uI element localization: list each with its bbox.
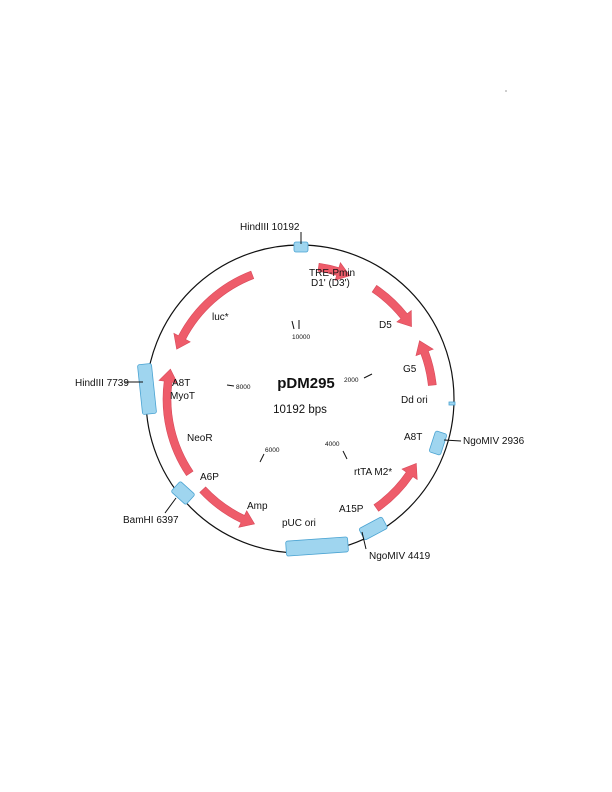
- feature-label-myot: MyoT: [170, 391, 195, 402]
- leader-ngomiv-4419: [361, 531, 367, 550]
- feature-label-dd-ori: Dd ori: [401, 395, 428, 406]
- plasmid-size: 10192 bps: [273, 404, 327, 416]
- tick-label-2000: 2000: [344, 377, 359, 384]
- site-label-ngomiv-2936: NgoMIV 2936: [463, 436, 525, 447]
- arrow-neor: [158, 368, 194, 477]
- feature-label-a8t-right: A8T: [404, 432, 422, 443]
- site-blocks: [137, 241, 456, 557]
- feature-label-d1: D1' (D3'): [311, 278, 350, 289]
- arrow-g5: [415, 340, 437, 386]
- arrow-d5: [371, 285, 412, 327]
- feature-label-luc: luc*: [212, 312, 229, 323]
- site-block-ddori: [448, 401, 456, 406]
- feature-label-tre-pmin: TRE-Pmin: [309, 268, 355, 279]
- site-labels: HindIII 10192 NgoMIV 2936 NgoMIV 4419 Ba…: [75, 222, 525, 562]
- leader-bamhi-6397: [164, 497, 177, 514]
- tick-label-6000: 6000: [265, 447, 280, 454]
- tick-label-10000: 10000: [292, 334, 310, 341]
- plasmid-name: pDM295: [277, 375, 335, 392]
- arrow-tre-pmin: [317, 261, 351, 281]
- site-label-ngomiv-4419: NgoMIV 4419: [369, 551, 431, 562]
- site-label-hindiii-7739: HindIII 7739: [75, 378, 129, 389]
- feature-label-amp: Amp: [247, 501, 268, 512]
- leader-ngomiv-2936: [443, 439, 462, 442]
- feature-label-neor: NeoR: [187, 433, 213, 444]
- feature-label-puc-ori: pUC ori: [282, 518, 316, 529]
- scan-speck: [505, 90, 507, 92]
- feature-label-rtta: rtTA M2*: [354, 467, 392, 478]
- feature-label-a15p: A15P: [339, 504, 364, 515]
- inner-tick-labels: 10000 2000 4000 6000 8000: [236, 334, 359, 454]
- feature-labels: TRE-Pmin D1' (D3') D5 G5 Dd ori A8T rtTA…: [170, 268, 428, 529]
- tick-label-8000: 8000: [236, 384, 251, 391]
- tick-mark-6000: [259, 453, 265, 463]
- tick-mark-8000: [226, 384, 235, 387]
- site-block-puc: [285, 536, 349, 557]
- tick-mark-2000: [363, 373, 373, 379]
- feature-label-g5: G5: [403, 364, 417, 375]
- inner-ticks: [226, 320, 373, 463]
- site-label-bamhi-6397: BamHI 6397: [123, 515, 179, 526]
- tick-mark-4000: [342, 450, 348, 460]
- site-block-hindiii-7739: [137, 363, 157, 415]
- site-leaders: [125, 232, 462, 550]
- arrow-luc: [173, 270, 255, 350]
- site-block-bamhi-6397: [171, 481, 195, 505]
- arrow-rtta: [373, 463, 418, 512]
- feature-label-d5: D5: [379, 320, 392, 331]
- site-block-ngomiv-4419: [359, 516, 388, 540]
- tick-mark-10000a: [291, 320, 295, 330]
- site-label-hindiii-10192: HindIII 10192: [240, 222, 300, 233]
- arrow-puc-amp: [199, 486, 255, 528]
- feature-label-a6p: A6P: [200, 472, 219, 483]
- feature-label-a8t-left: A8T: [172, 378, 190, 389]
- site-block-ngomiv-2936: [429, 430, 447, 456]
- tick-label-4000: 4000: [325, 441, 340, 448]
- feature-arrows: [158, 261, 437, 528]
